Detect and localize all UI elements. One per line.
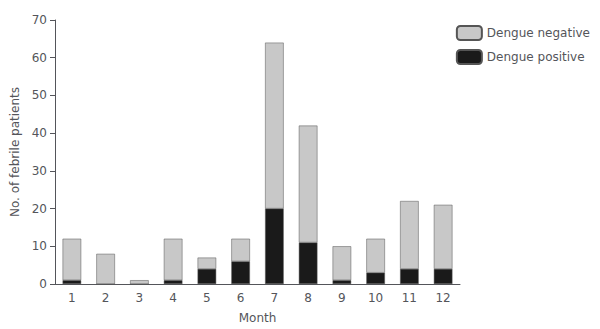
svg-text:70: 70 xyxy=(32,13,47,27)
svg-text:0: 0 xyxy=(39,277,47,291)
svg-text:50: 50 xyxy=(32,88,47,102)
svg-text:No. of febrile patients: No. of febrile patients xyxy=(8,87,22,217)
svg-text:10: 10 xyxy=(32,239,47,253)
svg-text:6: 6 xyxy=(237,291,245,305)
svg-text:12: 12 xyxy=(435,291,450,305)
svg-text:Dengue negative: Dengue negative xyxy=(487,26,590,40)
svg-text:30: 30 xyxy=(32,164,47,178)
svg-text:11: 11 xyxy=(402,291,417,305)
svg-text:7: 7 xyxy=(271,291,279,305)
svg-text:1: 1 xyxy=(68,291,76,305)
svg-text:4: 4 xyxy=(169,291,177,305)
svg-text:3: 3 xyxy=(136,291,144,305)
svg-text:20: 20 xyxy=(32,202,47,216)
svg-text:Month: Month xyxy=(239,311,277,325)
svg-text:9: 9 xyxy=(338,291,346,305)
svg-text:10: 10 xyxy=(368,291,383,305)
svg-text:40: 40 xyxy=(32,126,47,140)
svg-text:Dengue positive: Dengue positive xyxy=(487,50,585,64)
svg-text:5: 5 xyxy=(203,291,211,305)
svg-text:8: 8 xyxy=(304,291,312,305)
svg-text:2: 2 xyxy=(102,291,110,305)
svg-text:60: 60 xyxy=(32,51,47,65)
